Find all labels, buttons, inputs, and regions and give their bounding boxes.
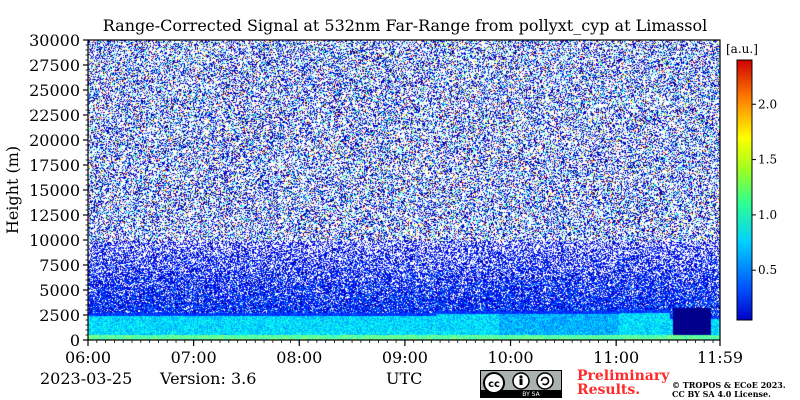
y-tick-label: 17500: [29, 156, 80, 175]
y-tick-label: 27500: [29, 56, 80, 75]
preliminary-line-1: Preliminary: [577, 368, 670, 384]
x-tick-label: 10:00: [487, 348, 533, 367]
sa-icon: [536, 372, 554, 390]
y-tick-label: 12500: [29, 206, 80, 225]
preliminary-notice: Preliminary Results.: [577, 369, 672, 397]
preliminary-line-2: Results.: [577, 382, 641, 398]
colorbar-tick-label: 1.0: [758, 208, 777, 222]
y-tick-label: 15000: [29, 181, 80, 200]
cc-license-badge[interactable]: cc BY SA: [480, 370, 562, 398]
x-tick-label: 09:00: [382, 348, 428, 367]
x-tick-label: 11:59: [697, 348, 743, 367]
y-tick-label: 7500: [39, 256, 80, 275]
chart-title: Range-Corrected Signal at 532nm Far-Rang…: [102, 16, 708, 35]
colorbar-unit-label: [a.u.]: [726, 42, 758, 56]
x-tick-label: 11:00: [593, 348, 639, 367]
x-axis-label: UTC: [386, 369, 423, 388]
axes: 0 2500 5000 7500 10000 12500 15000 17500 20000 22…: [3, 31, 743, 367]
y-tick-label: 20000: [29, 131, 80, 150]
x-tick-label: 07:00: [171, 348, 217, 367]
colorbar-tick-label: 0.5: [758, 263, 777, 277]
colorbar-tick-label: 2.0: [758, 97, 777, 111]
colorbar: 0.5 1.0 1.5 2.0: [736, 59, 777, 321]
cc-icon: [483, 372, 505, 394]
version-label: Version: 3.6: [160, 369, 257, 388]
heatmap-area: [88, 40, 720, 340]
y-tick-label: 22500: [29, 106, 80, 125]
heatmap-image: [88, 40, 720, 340]
date-label: 2023-03-25: [40, 369, 133, 388]
y-tick-label: 0: [70, 331, 80, 350]
svg-text:cc: cc: [488, 379, 500, 390]
colorbar-tick-label: 1.5: [758, 153, 777, 167]
y-tick-label: 10000: [29, 231, 80, 250]
y-tick-label: 30000: [29, 31, 80, 50]
y-tick-label: 25000: [29, 81, 80, 100]
copyright-line-1: © TROPOS & ECoE 2023.: [672, 380, 786, 390]
copyright-notice: © TROPOS & ECoE 2023. CC BY SA 4.0 Licen…: [672, 381, 792, 399]
y-axis-label: Height (m): [3, 146, 22, 234]
x-tick-label: 06:00: [65, 348, 111, 367]
copyright-line-2: CC BY SA 4.0 License.: [672, 389, 771, 399]
x-tick-label: 08:00: [276, 348, 322, 367]
svg-text:BY SA: BY SA: [522, 391, 540, 397]
y-tick-label: 5000: [39, 281, 80, 300]
y-tick-label: 2500: [39, 306, 80, 325]
colorbar-gradient: [736, 59, 753, 321]
